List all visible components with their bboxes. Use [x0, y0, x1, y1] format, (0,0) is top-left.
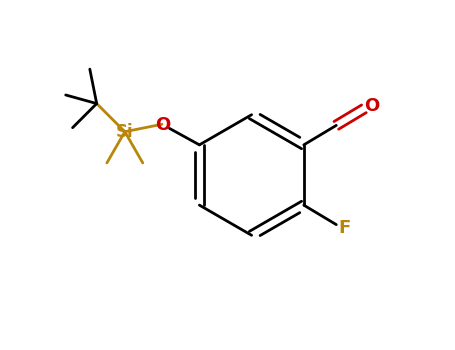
- Text: O: O: [155, 117, 171, 134]
- Text: Si: Si: [116, 123, 134, 141]
- Text: F: F: [339, 219, 351, 237]
- Text: O: O: [364, 97, 379, 114]
